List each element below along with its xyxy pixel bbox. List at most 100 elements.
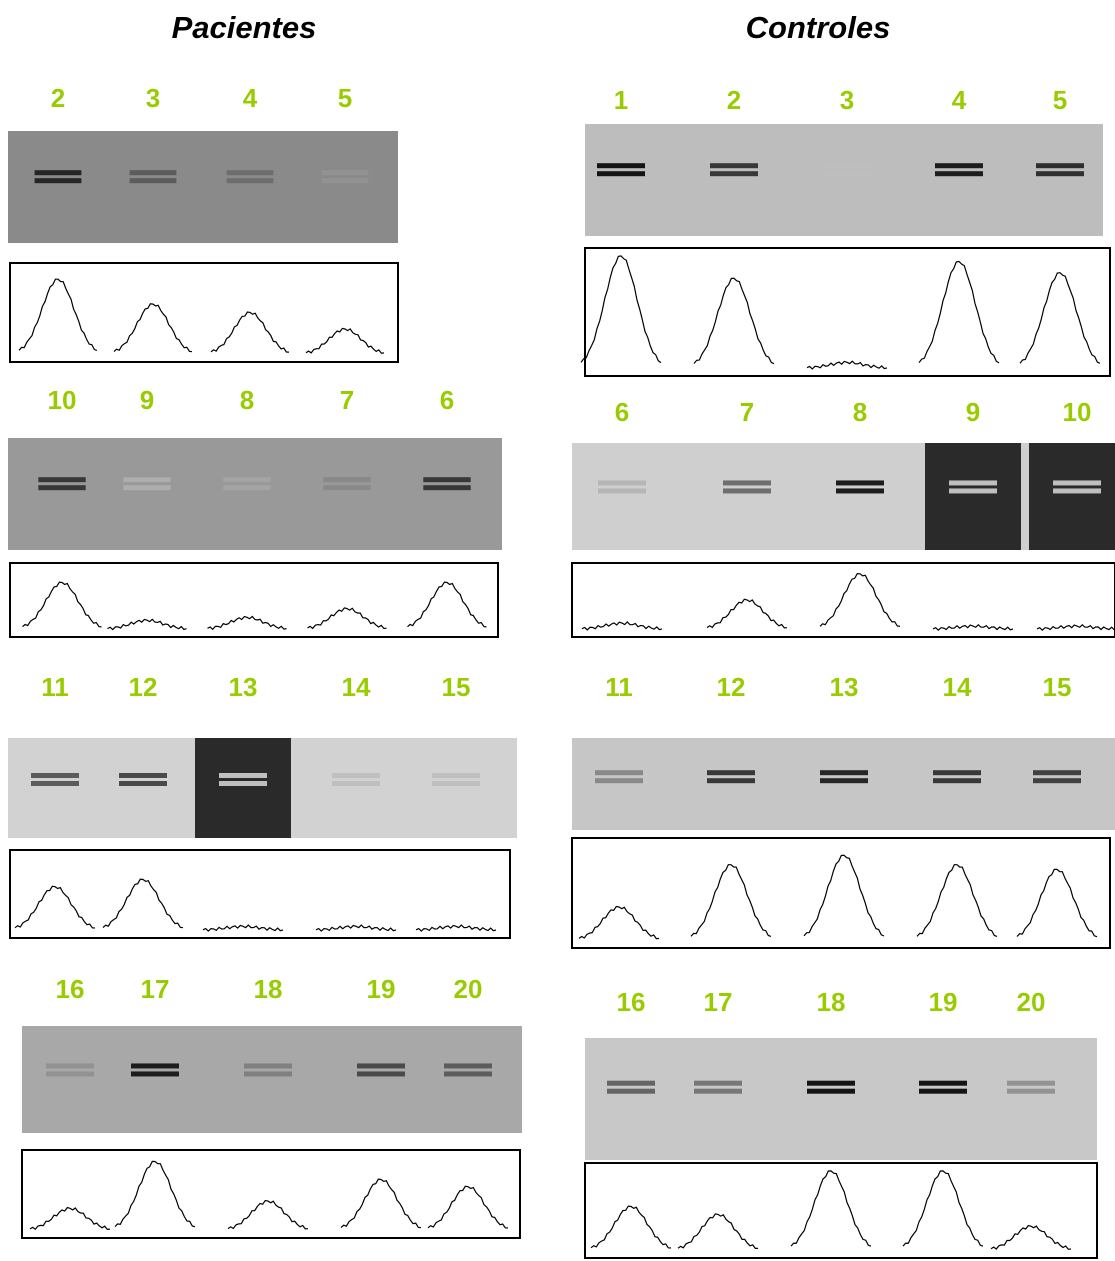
band xyxy=(1007,1080,1055,1086)
lane-label: 16 xyxy=(617,987,646,1017)
band xyxy=(1036,171,1084,177)
density-trace xyxy=(427,1185,509,1229)
band xyxy=(332,781,380,786)
band xyxy=(123,477,171,483)
band xyxy=(836,488,884,494)
density-trace xyxy=(202,924,284,932)
density-trace xyxy=(22,581,102,628)
lane-label: 8 xyxy=(853,397,867,427)
lane-label: 18 xyxy=(817,987,846,1017)
lane-label: 6 xyxy=(615,397,629,427)
band xyxy=(226,178,274,184)
lane-label: 11 xyxy=(41,672,69,702)
density-trace xyxy=(790,1170,872,1247)
lane-label: 5 xyxy=(338,83,352,113)
band xyxy=(357,1063,405,1069)
band xyxy=(949,480,997,486)
blot-image xyxy=(8,438,502,550)
density-trace xyxy=(29,1206,111,1231)
band xyxy=(710,171,758,177)
band xyxy=(595,770,643,776)
density-trace xyxy=(340,1178,422,1229)
band xyxy=(598,488,646,494)
band xyxy=(807,1080,855,1086)
band xyxy=(723,480,771,486)
density-trace xyxy=(1036,623,1115,632)
band xyxy=(357,1071,405,1077)
band xyxy=(823,171,871,177)
density-trace xyxy=(590,1205,672,1249)
band xyxy=(935,171,983,177)
band xyxy=(1053,488,1101,494)
band xyxy=(226,170,274,176)
trace-box xyxy=(9,562,499,638)
blot-image xyxy=(8,131,398,243)
trace-box xyxy=(571,562,1115,638)
density-trace xyxy=(415,924,497,932)
density-trace xyxy=(581,621,663,631)
density-trace xyxy=(1016,868,1098,938)
blot-image xyxy=(585,124,1103,236)
trace-box xyxy=(9,849,511,939)
band xyxy=(38,477,86,483)
density-trace xyxy=(14,885,96,929)
band xyxy=(807,1088,855,1094)
lane-label: 11 xyxy=(605,672,633,702)
band xyxy=(598,480,646,486)
band xyxy=(444,1063,492,1069)
lane-label: 2 xyxy=(51,83,65,113)
lane-label: 17 xyxy=(704,987,733,1017)
lane-label: 18 xyxy=(254,974,283,1004)
band xyxy=(607,1080,655,1086)
band xyxy=(46,1071,94,1077)
lane-label: 9 xyxy=(966,397,980,427)
lane-label: 12 xyxy=(717,672,746,702)
lane-label: 1 xyxy=(614,85,628,115)
lane-label: 3 xyxy=(146,83,160,113)
band xyxy=(129,178,177,184)
band xyxy=(219,773,267,778)
band xyxy=(34,178,82,184)
band xyxy=(694,1080,742,1086)
trace-box xyxy=(584,1162,1098,1259)
band xyxy=(723,488,771,494)
band xyxy=(823,163,871,169)
band xyxy=(31,781,79,786)
trace-box xyxy=(9,262,399,363)
band xyxy=(46,1063,94,1069)
lane-label: 3 xyxy=(840,85,854,115)
band xyxy=(1036,163,1084,169)
band xyxy=(131,1063,179,1069)
lane-label: 20 xyxy=(1017,987,1046,1017)
dark-lane xyxy=(1029,443,1115,550)
density-trace xyxy=(819,572,901,627)
band xyxy=(223,485,271,491)
column-title: Controles xyxy=(746,10,891,45)
band xyxy=(1007,1088,1055,1094)
band xyxy=(1033,778,1081,784)
density-trace xyxy=(578,905,660,940)
band xyxy=(423,477,471,483)
band xyxy=(432,773,480,778)
lane-label: 8 xyxy=(240,385,254,415)
band xyxy=(820,770,868,776)
band xyxy=(933,770,981,776)
lane-label: 7 xyxy=(740,397,754,427)
lane-label: 19 xyxy=(929,987,958,1017)
density-trace xyxy=(107,618,187,631)
band xyxy=(444,1071,492,1077)
band xyxy=(323,485,371,491)
band xyxy=(836,480,884,486)
band xyxy=(244,1071,292,1077)
band xyxy=(710,163,758,169)
band xyxy=(219,781,267,786)
band xyxy=(919,1080,967,1086)
density-trace xyxy=(114,1160,196,1228)
density-trace xyxy=(407,581,487,628)
density-trace xyxy=(693,277,775,365)
trace-box xyxy=(21,1149,521,1239)
band xyxy=(38,485,86,491)
band xyxy=(423,485,471,491)
band xyxy=(332,773,380,778)
